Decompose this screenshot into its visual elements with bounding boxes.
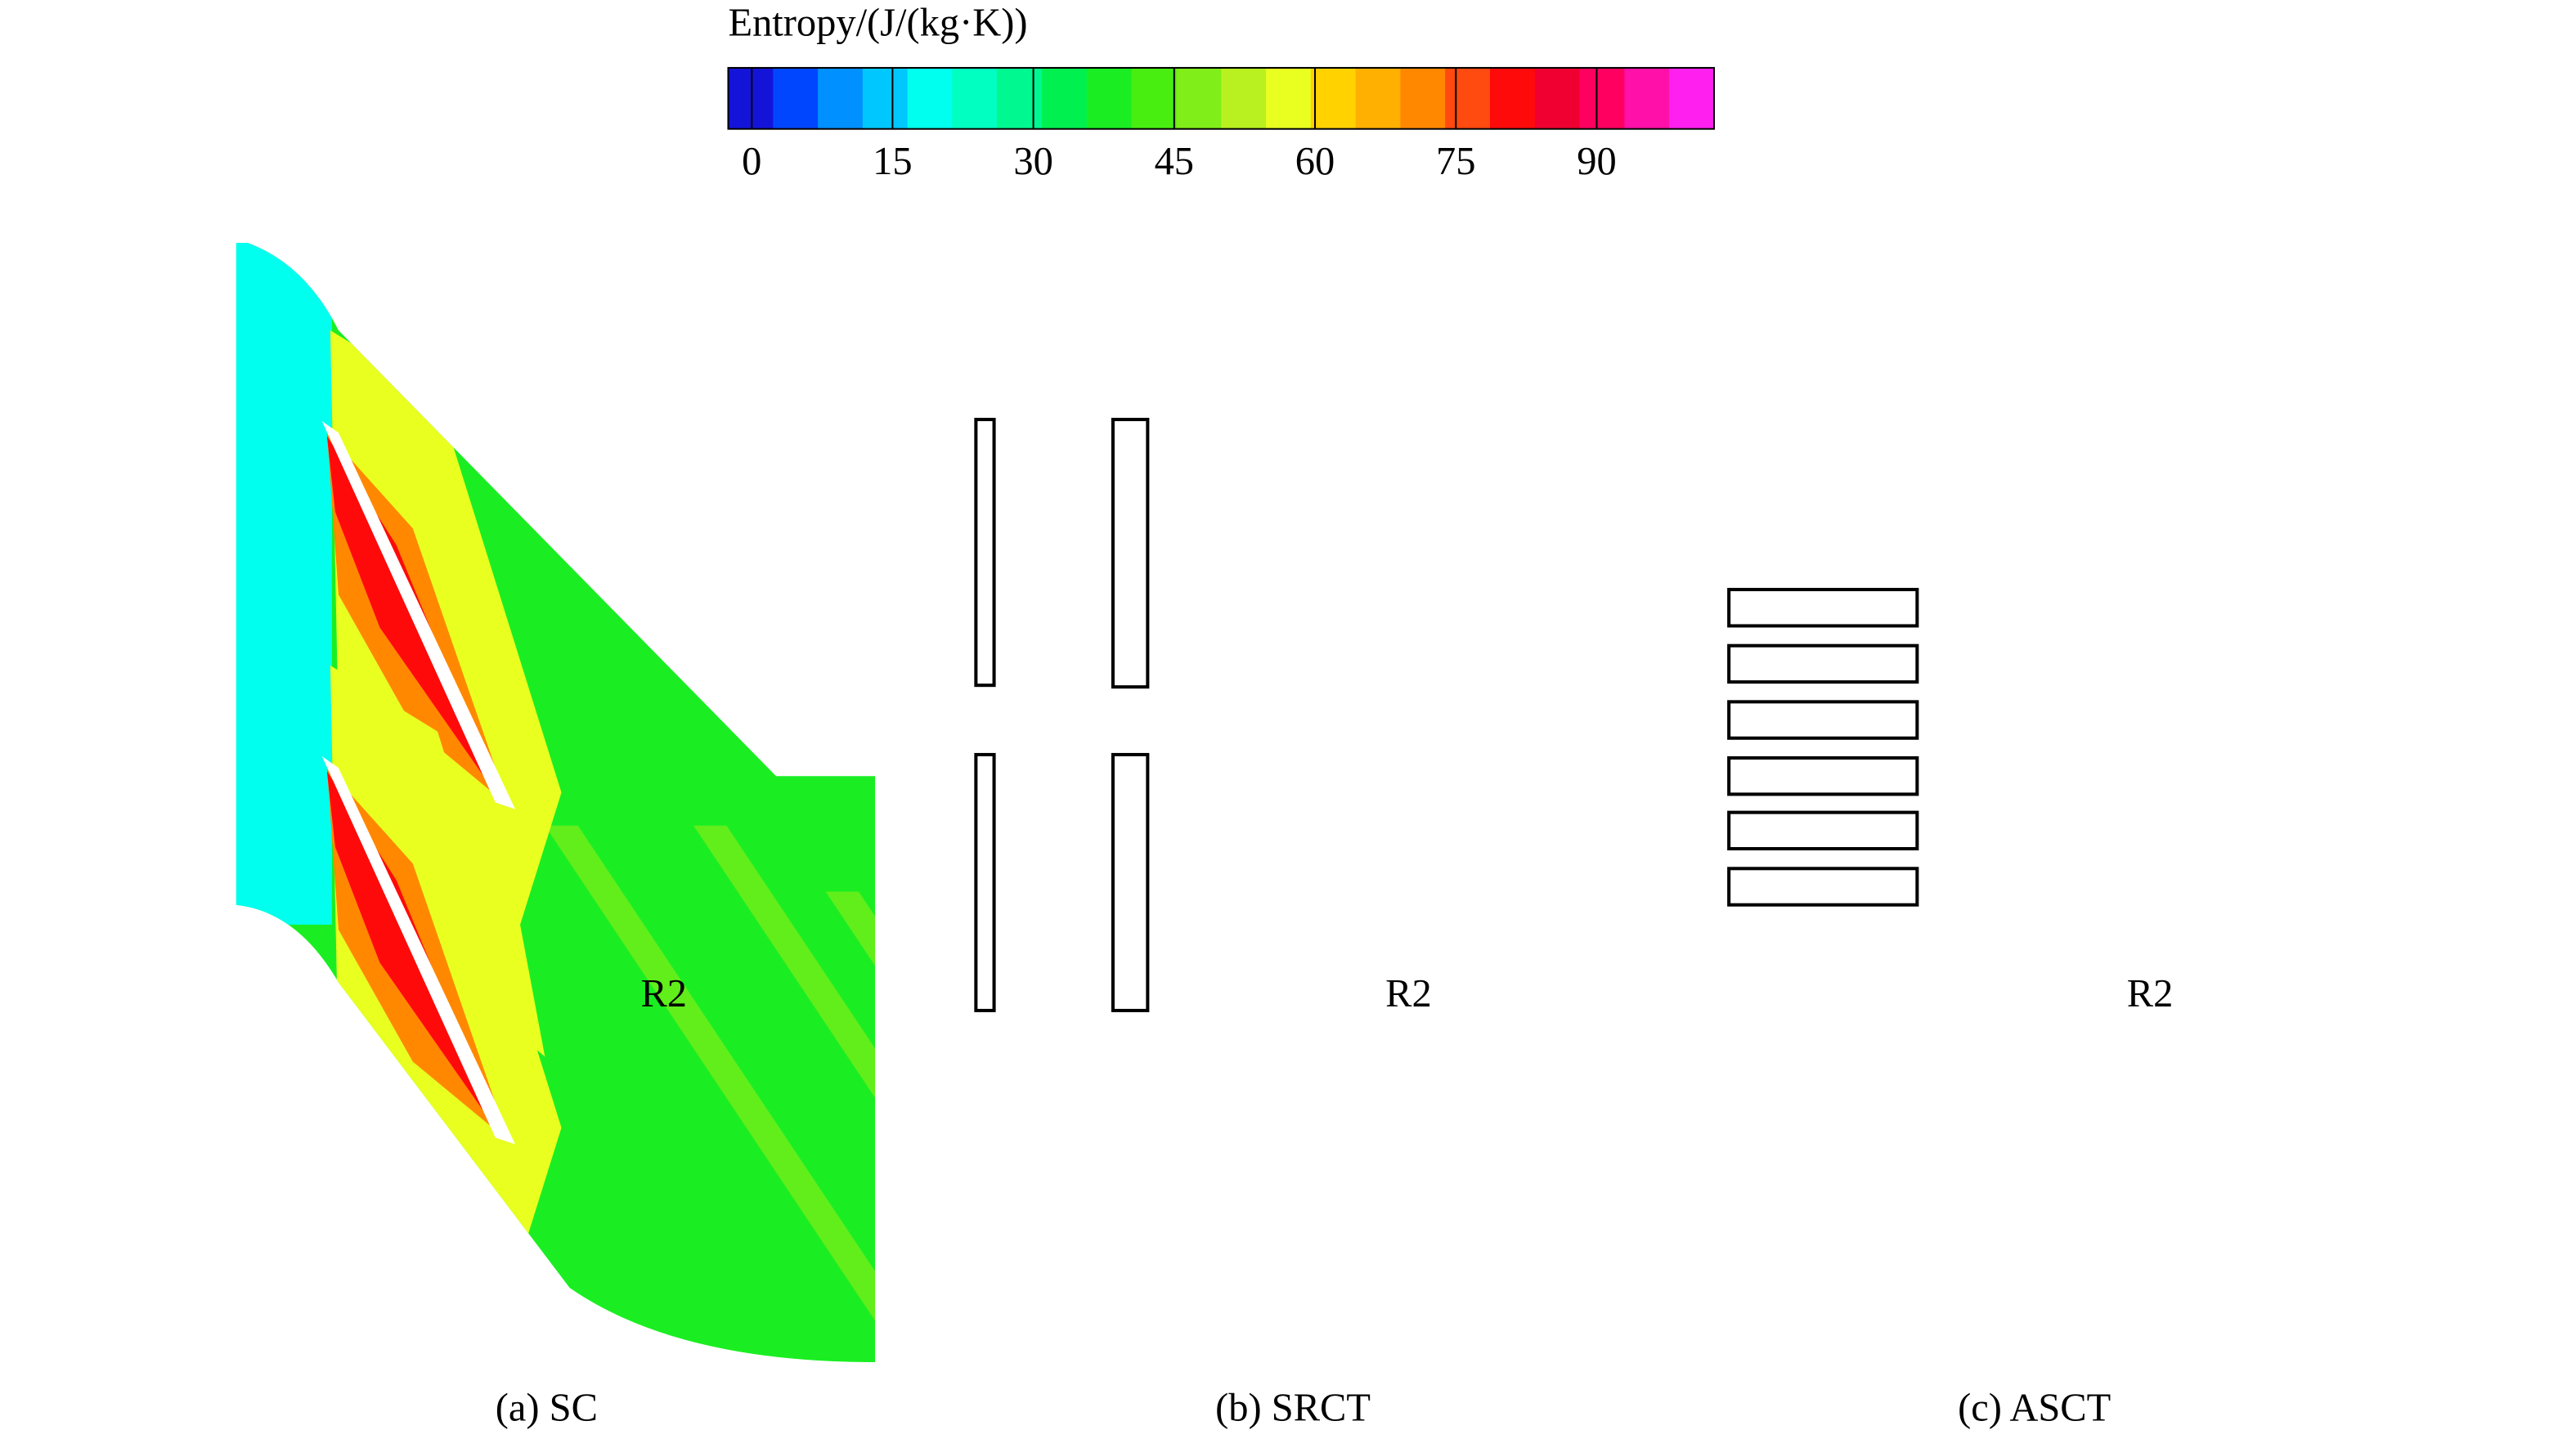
probe-box bbox=[1111, 418, 1150, 689]
colorbar-cell bbox=[1176, 67, 1223, 129]
field bbox=[1717, 231, 2370, 1370]
colorbar-cell bbox=[1042, 67, 1088, 129]
colorbar-frame bbox=[727, 66, 1715, 130]
streak bbox=[825, 891, 876, 1363]
colorbar-cell bbox=[997, 67, 1043, 129]
streak bbox=[693, 825, 876, 1321]
blade bbox=[1065, 756, 1258, 1145]
wake-mid bbox=[1816, 330, 2048, 1056]
colorbar-cell bbox=[1669, 67, 1715, 129]
colorbar-cell bbox=[1534, 67, 1581, 129]
colorbar-tick-label: 90 bbox=[1577, 140, 1616, 183]
wake-warm bbox=[1813, 433, 1995, 805]
colorbar-cell bbox=[818, 67, 864, 129]
panel-caption: (b) SRCT bbox=[1215, 1387, 1371, 1430]
colorbar-tick-label: 15 bbox=[873, 140, 912, 183]
probe-box bbox=[974, 752, 996, 1012]
colorbar-tick-label: 45 bbox=[1155, 140, 1194, 183]
colorbar-cell bbox=[952, 67, 999, 129]
wake-hot bbox=[1070, 436, 1245, 802]
probe-box bbox=[1727, 588, 1919, 628]
blade bbox=[321, 755, 515, 1145]
colorbar-cell bbox=[1400, 67, 1447, 129]
colorbar-cell bbox=[1310, 67, 1357, 129]
wake-warm bbox=[1070, 433, 1251, 805]
streak bbox=[1288, 826, 1651, 1321]
panel-caption: (c) ASCT bbox=[1958, 1387, 2111, 1430]
blade bbox=[1065, 421, 1258, 809]
probe-box bbox=[1727, 755, 1919, 796]
wake-hot bbox=[1813, 436, 1988, 802]
probe-box bbox=[1727, 867, 1919, 907]
colorbar-cell bbox=[1355, 67, 1402, 129]
probe-box bbox=[974, 418, 996, 688]
colorbar-title: Entropy/(J/(kg·K)) bbox=[728, 2, 1027, 45]
wake-mid bbox=[1074, 330, 1305, 1056]
colorbar: 0 15 30 45 60 75 90 bbox=[727, 66, 1715, 183]
colorbar-cell bbox=[1624, 67, 1670, 129]
colorbar-cell bbox=[1221, 67, 1267, 129]
wake-mid bbox=[1074, 666, 1305, 1392]
colorbar-tick-label: 0 bbox=[742, 140, 761, 183]
colorbar-cell bbox=[1131, 67, 1178, 129]
panel-caption: (a) SC bbox=[496, 1387, 598, 1430]
colorbar-cell bbox=[907, 67, 954, 129]
colorbar-cell bbox=[1266, 67, 1312, 129]
field bbox=[974, 231, 1627, 1370]
high-entropy-core bbox=[1758, 495, 1981, 1090]
blade bbox=[321, 421, 515, 809]
colorbar-cell bbox=[1579, 67, 1626, 129]
colorbar-tick-label: 60 bbox=[1295, 140, 1335, 183]
streak bbox=[2179, 826, 2542, 1321]
zone-label: R2 bbox=[2127, 972, 2174, 1015]
blade bbox=[1808, 756, 2001, 1145]
probe-box bbox=[1727, 643, 1919, 684]
wake-warm bbox=[1813, 768, 1995, 1141]
colorbar-cell bbox=[862, 67, 909, 129]
contour-panel bbox=[236, 243, 876, 1363]
zone-label: R2 bbox=[1385, 972, 1432, 1015]
probe-box bbox=[1727, 810, 1919, 851]
inlet-zone bbox=[236, 243, 332, 925]
probe-box bbox=[1111, 752, 1150, 1012]
blade bbox=[1808, 421, 2001, 809]
colorbar-cell bbox=[1086, 67, 1133, 129]
colorbar-cell bbox=[1445, 67, 1491, 129]
wake-hot bbox=[1070, 771, 1245, 1137]
panels bbox=[236, 231, 2576, 1392]
streak bbox=[2031, 826, 2394, 1321]
colorbar-tick-label: 30 bbox=[1013, 140, 1052, 183]
zone-label: R2 bbox=[640, 972, 687, 1015]
colorbar-cell bbox=[1489, 67, 1536, 129]
wake-mid bbox=[1816, 666, 2048, 1392]
streak bbox=[545, 825, 876, 1321]
streak bbox=[2312, 892, 2576, 1387]
blade bbox=[1808, 421, 2001, 809]
high-entropy-zone bbox=[1722, 231, 1981, 1156]
probe-box bbox=[1727, 700, 1919, 740]
streak bbox=[1722, 891, 1932, 1363]
wake-warm bbox=[1070, 768, 1251, 1141]
wake-hot bbox=[1813, 771, 1988, 1137]
blade bbox=[1808, 756, 2001, 1145]
colorbar-tick-label: 75 bbox=[1436, 140, 1475, 183]
colorbar-cell bbox=[773, 67, 819, 129]
streak bbox=[1722, 825, 1800, 1321]
